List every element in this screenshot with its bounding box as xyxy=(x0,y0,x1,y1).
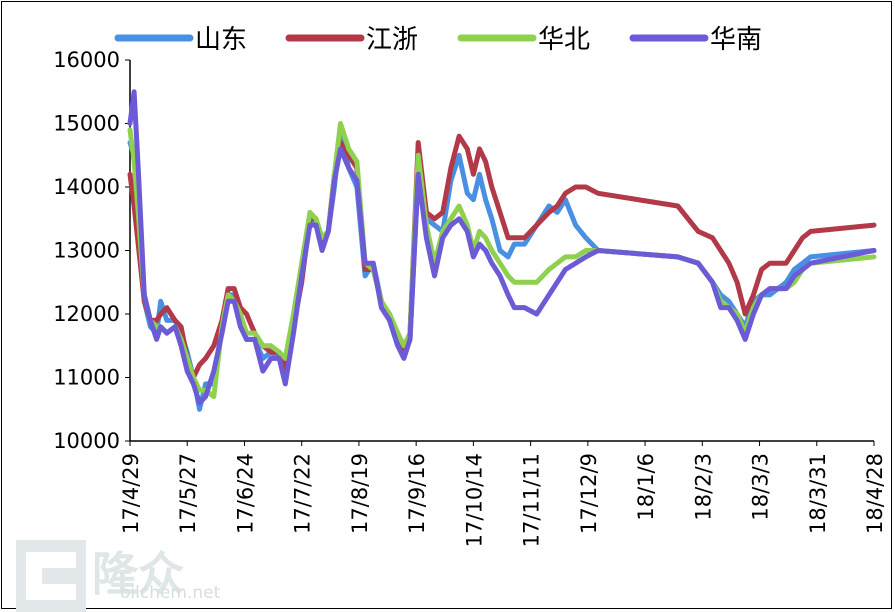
series-line-2 xyxy=(127,133,877,380)
x-tick-label: 18/3/3 xyxy=(749,453,773,521)
series-line-3 xyxy=(127,121,877,400)
x-tick-label: 18/4/28 xyxy=(863,453,887,534)
watermark: 隆众 oilchem.net xyxy=(16,540,221,612)
x-tick-label: 18/1/6 xyxy=(634,453,658,521)
x-tick-label: 17/9/16 xyxy=(405,453,429,534)
y-tick-label: 13000 xyxy=(53,239,120,263)
y-tick-label: 12000 xyxy=(53,302,120,326)
x-tick-label: 17/10/14 xyxy=(462,453,486,547)
y-tick-label: 14000 xyxy=(53,175,120,199)
y-tick-label: 15000 xyxy=(53,112,120,136)
series-line-4 xyxy=(127,89,877,406)
x-tick-label: 17/6/24 xyxy=(233,453,257,534)
x-tick-label: 18/2/3 xyxy=(691,453,715,521)
y-tick-label: 10000 xyxy=(53,429,120,453)
x-tick-label: 17/8/19 xyxy=(348,453,372,534)
x-tick-label: 17/7/22 xyxy=(291,453,315,534)
legend-label-2: 江浙 xyxy=(366,25,418,55)
legend-label-3: 华北 xyxy=(538,25,590,55)
x-tick-label: 17/12/9 xyxy=(577,453,601,534)
x-tick-label: 17/5/27 xyxy=(176,453,200,534)
legend-label-4: 华南 xyxy=(710,25,762,55)
plot-area: 10000 11000 12000 13000 14000 15000 16000 17/4/… xyxy=(53,48,887,547)
x-tick-label: 17/4/29 xyxy=(119,453,143,534)
watermark-url: oilchem.net xyxy=(120,583,221,603)
legend-label-1: 山东 xyxy=(195,25,247,55)
x-tick-label: 17/11/11 xyxy=(520,453,544,547)
legend: 山东 江浙 华北 华南 xyxy=(114,25,762,55)
x-tick-label: 18/3/31 xyxy=(806,453,830,534)
y-tick-label: 16000 xyxy=(53,48,120,72)
watermark-logo-icon xyxy=(16,540,86,612)
watermark-brand: 隆众 xyxy=(92,547,184,601)
y-tick-label: 11000 xyxy=(53,366,120,390)
